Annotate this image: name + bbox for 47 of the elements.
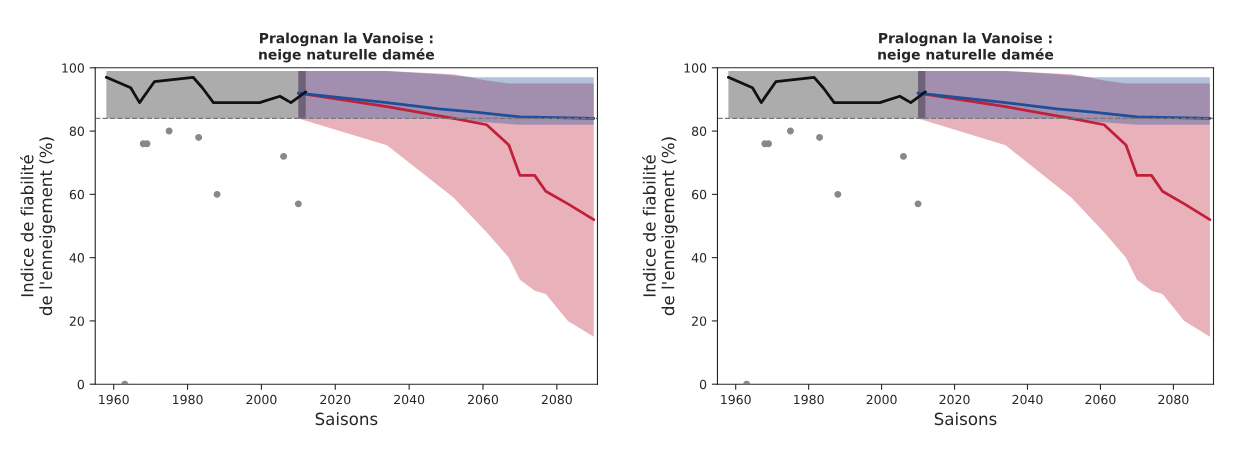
x-tick-label: 2040 bbox=[1012, 394, 1043, 405]
x-tick-label: 2020 bbox=[939, 394, 970, 405]
point bbox=[900, 152, 907, 160]
point bbox=[914, 200, 922, 208]
x-tick-label: 2080 bbox=[1158, 394, 1189, 405]
point bbox=[280, 152, 288, 160]
x-tick-label: 2060 bbox=[1085, 394, 1116, 405]
x-axis-title: Saisons bbox=[315, 412, 378, 426]
x-tick-label: 1960 bbox=[721, 394, 751, 405]
x-tick-label: 1980 bbox=[794, 394, 824, 405]
line-series bbox=[916, 91, 1212, 120]
y-tick-label: 20 bbox=[692, 316, 707, 326]
point bbox=[786, 127, 794, 135]
y-tick-label: 100 bbox=[684, 63, 707, 73]
x-tick-label: 1980 bbox=[173, 394, 203, 405]
point bbox=[165, 127, 173, 135]
point bbox=[213, 190, 221, 198]
y-tick-label: 40 bbox=[69, 253, 84, 263]
x-tick-label: 2000 bbox=[246, 394, 277, 405]
y-tick-label: 0 bbox=[699, 379, 707, 390]
y-tick-label: 100 bbox=[62, 63, 84, 73]
y-tick-label: 80 bbox=[69, 126, 84, 137]
y-tick-label: 80 bbox=[691, 126, 707, 137]
y-tick-label: 20 bbox=[69, 316, 84, 326]
line-series bbox=[296, 91, 596, 120]
point bbox=[195, 133, 203, 141]
y-tick-label: 40 bbox=[691, 253, 707, 263]
x-tick-label: 2000 bbox=[866, 394, 897, 405]
point bbox=[834, 190, 842, 198]
point bbox=[816, 133, 824, 141]
y-axis-title: Indice de fiabilité de l'enneigement (%) bbox=[642, 137, 678, 316]
x-tick-label: 2020 bbox=[320, 394, 351, 405]
line-series bbox=[727, 75, 927, 104]
x-tick-label: 1960 bbox=[99, 394, 129, 405]
y-tick-label: 60 bbox=[692, 189, 707, 200]
x-tick-label: 2060 bbox=[468, 394, 499, 405]
point bbox=[294, 200, 302, 208]
chart-title: Pralognan la Vanoise : neige naturelle damée bbox=[259, 32, 435, 63]
y-tick-label: 60 bbox=[69, 189, 84, 200]
line-series bbox=[104, 75, 308, 104]
y-tick-label: 0 bbox=[77, 379, 84, 390]
x-tick-label: 2040 bbox=[394, 394, 425, 405]
point bbox=[765, 140, 772, 148]
x-tick-label: 2080 bbox=[541, 394, 572, 405]
y-axis-title: Indice de fiabilité de l'enneigement (%) bbox=[19, 137, 56, 316]
chart-title: Pralognan la Vanoise : neige naturelle damée bbox=[878, 32, 1054, 63]
x-axis-title: Saisons bbox=[934, 412, 997, 426]
